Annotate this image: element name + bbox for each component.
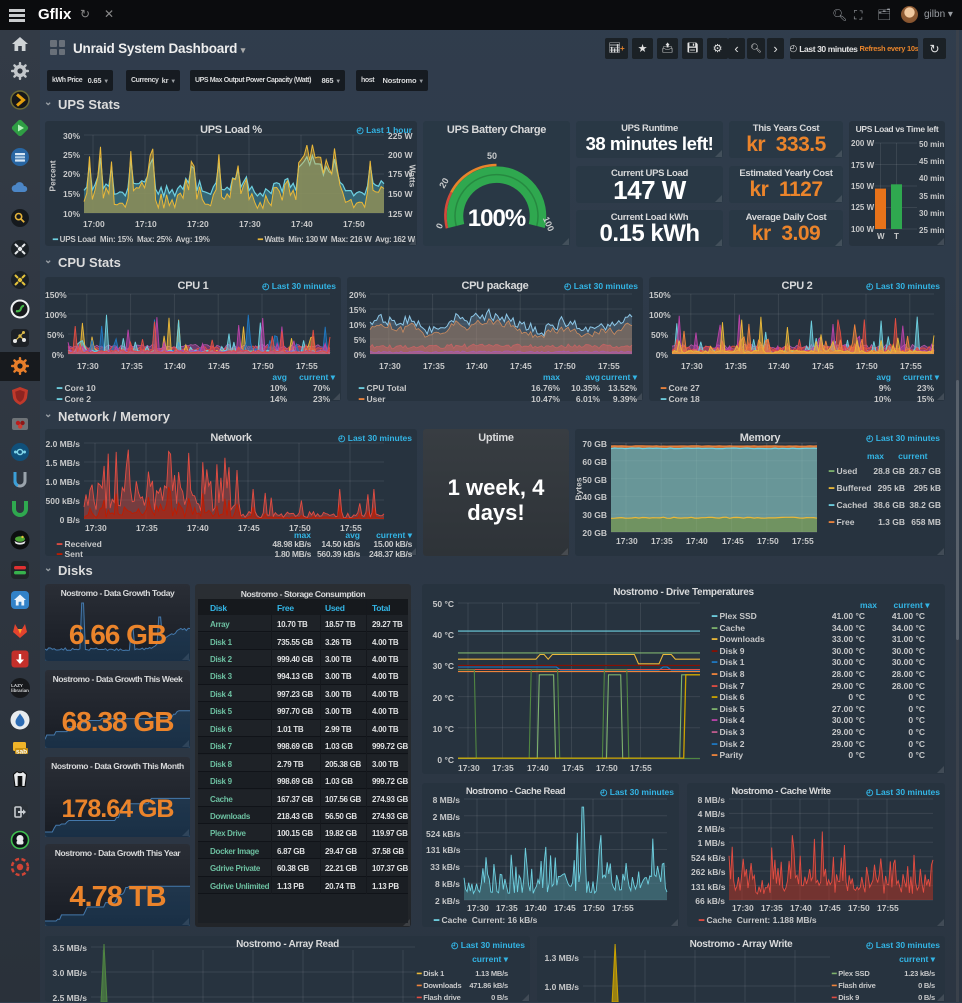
svg-text:sab: sab [16,748,27,755]
